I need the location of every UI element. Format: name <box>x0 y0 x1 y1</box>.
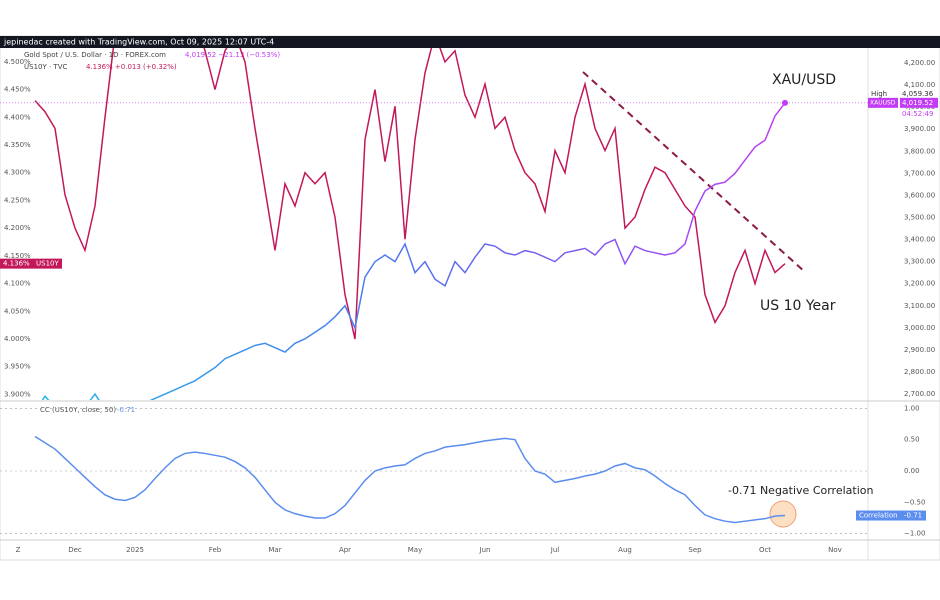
y-tick-label: 4.500% <box>4 58 31 66</box>
price-tag-name: US10Y <box>36 260 59 268</box>
y-tick-label: 0.00 <box>904 467 920 475</box>
price-tag-value: 4,019.52 <box>902 99 933 107</box>
y-tick-label: 3,000.00 <box>904 324 935 332</box>
price-tag <box>900 97 938 108</box>
y-tick-label: −1.00 <box>904 530 925 538</box>
x-tick-label: Mar <box>268 546 281 554</box>
high-label: High <box>871 90 887 98</box>
legend-us10y: US10Y · TVC <box>24 63 67 71</box>
legend-us10y-quote: 4.136% +0.013 (+0.32%) <box>86 63 177 71</box>
x-tick-label: Nov <box>828 546 842 554</box>
series-line <box>41 102 786 400</box>
annotation: -0.71 Negative Correlation <box>728 484 874 497</box>
x-tick-label: May <box>408 546 422 554</box>
y-tick-label: 4.400% <box>4 113 31 121</box>
high-value: 4,059.36 <box>902 90 934 98</box>
x-tick-label: Oct <box>759 546 771 554</box>
series-line <box>34 435 786 524</box>
y-tick-label: 4.050% <box>4 307 31 315</box>
x-tick-label: Apr <box>339 546 351 554</box>
y-tick-label: 3,600.00 <box>904 191 935 199</box>
x-tick-label: Aug <box>618 546 632 554</box>
price-tag-value: 4.136% <box>3 260 30 268</box>
y-tick-label: 4.200% <box>4 224 31 232</box>
legend-gold-quote: 4,019.52 −21.13 (−0.53%) <box>185 51 280 59</box>
price-tag <box>856 510 926 521</box>
series-line <box>34 48 786 340</box>
x-tick-label: Jun <box>479 546 491 554</box>
y-tick-label: 4.150% <box>4 252 31 260</box>
y-tick-label: 3,800.00 <box>904 147 935 155</box>
y-tick-label: 3,500.00 <box>904 213 935 221</box>
y-tick-label: 3,200.00 <box>904 280 935 288</box>
y-tick-label: 2,800.00 <box>904 368 935 376</box>
highlight-circle <box>769 500 797 528</box>
x-tick-label: Jul <box>550 546 560 554</box>
y-tick-label: 4,100.00 <box>904 81 935 89</box>
cc-legend-value: -0.71 <box>117 406 135 414</box>
x-tick-label: 2025 <box>126 546 144 554</box>
y-tick-label: 4.350% <box>4 141 31 149</box>
y-tick-label: 3,900.00 <box>904 125 935 133</box>
price-tag <box>0 258 62 269</box>
y-tick-label: 2,900.00 <box>904 346 935 354</box>
cc-title: CC (US10Y, close, 50) <box>40 406 116 414</box>
last-point <box>782 99 788 106</box>
legend-gold: Gold Spot / U.S. Dollar · 1D · FOREX.com <box>24 51 166 59</box>
trendline <box>582 71 806 273</box>
header-bar <box>0 36 940 48</box>
y-tick-label: 2,700.00 <box>904 390 935 398</box>
countdown: 04:52:49 <box>902 110 933 118</box>
z-button[interactable]: Z <box>16 546 21 554</box>
y-tick-label: 3,300.00 <box>904 258 935 266</box>
annotation: XAU/USD <box>772 72 836 88</box>
price-tag-value: -0.71 <box>904 512 922 520</box>
y-tick-label: 4.450% <box>4 86 31 94</box>
price-tag <box>868 97 898 108</box>
annotation: US 10 Year <box>760 298 836 314</box>
price-tag-name: XAUUSD <box>870 99 896 106</box>
price-tag-name: Correlation <box>859 512 898 520</box>
x-tick-label: Dec <box>68 546 82 554</box>
y-tick-label: 4,200.00 <box>904 59 935 67</box>
y-tick-label: 3,700.00 <box>904 169 935 177</box>
y-tick-label: 4.000% <box>4 335 31 343</box>
y-tick-label: 4.250% <box>4 196 31 204</box>
y-tick-label: 3.900% <box>4 390 31 398</box>
frame <box>0 35 940 561</box>
y-tick-label: 4.100% <box>4 280 31 288</box>
y-tick-label: 4.300% <box>4 169 31 177</box>
y-tick-label: −0.50 <box>904 498 925 506</box>
y-tick-label: 0.50 <box>904 436 920 444</box>
y-tick-label: 3,400.00 <box>904 236 935 244</box>
header: jepinedac created with TradingView.com, … <box>3 38 274 47</box>
x-tick-label: Sep <box>688 546 702 554</box>
y-tick-label: 3.950% <box>4 363 31 371</box>
y-tick-label: 3,100.00 <box>904 302 935 310</box>
y-tick-label: 1.00 <box>904 404 920 412</box>
x-tick-label: Feb <box>209 546 222 554</box>
